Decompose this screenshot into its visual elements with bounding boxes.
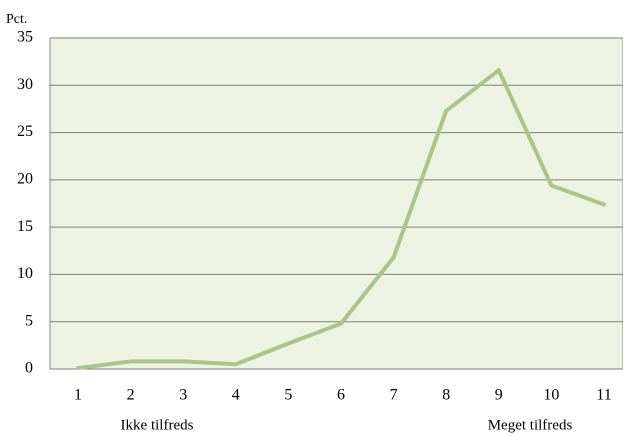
x-tick-label: 3 bbox=[179, 387, 187, 404]
annotation: Meget tilfreds bbox=[488, 417, 573, 433]
x-tick-label: 1 bbox=[74, 387, 82, 404]
y-tick-label: 35 bbox=[17, 29, 33, 46]
x-tick-label: 8 bbox=[442, 387, 450, 404]
x-tick-label: 2 bbox=[127, 387, 135, 404]
annotation: Ikke tilfreds bbox=[121, 417, 194, 433]
y-tick-label: 30 bbox=[17, 76, 33, 93]
y-tick-label: 0 bbox=[25, 360, 33, 377]
y-tick-label: 25 bbox=[17, 123, 33, 140]
plot-area bbox=[49, 37, 623, 370]
x-tick-label: 4 bbox=[232, 387, 240, 404]
x-tick-label: 6 bbox=[337, 387, 345, 404]
x-tick-label: 10 bbox=[543, 387, 559, 404]
y-tick-label: 15 bbox=[17, 218, 33, 235]
x-tick-label: 5 bbox=[284, 387, 292, 404]
y-tick-label: 10 bbox=[17, 265, 33, 282]
y-tick-label: 20 bbox=[17, 171, 33, 188]
x-tick-label: 11 bbox=[596, 387, 611, 404]
x-tick-label: 7 bbox=[390, 387, 398, 404]
y-tick-label: 5 bbox=[25, 312, 33, 329]
y-axis-label: Pct. bbox=[6, 12, 27, 27]
x-tick-label: 9 bbox=[495, 387, 503, 404]
data-line bbox=[76, 68, 606, 371]
